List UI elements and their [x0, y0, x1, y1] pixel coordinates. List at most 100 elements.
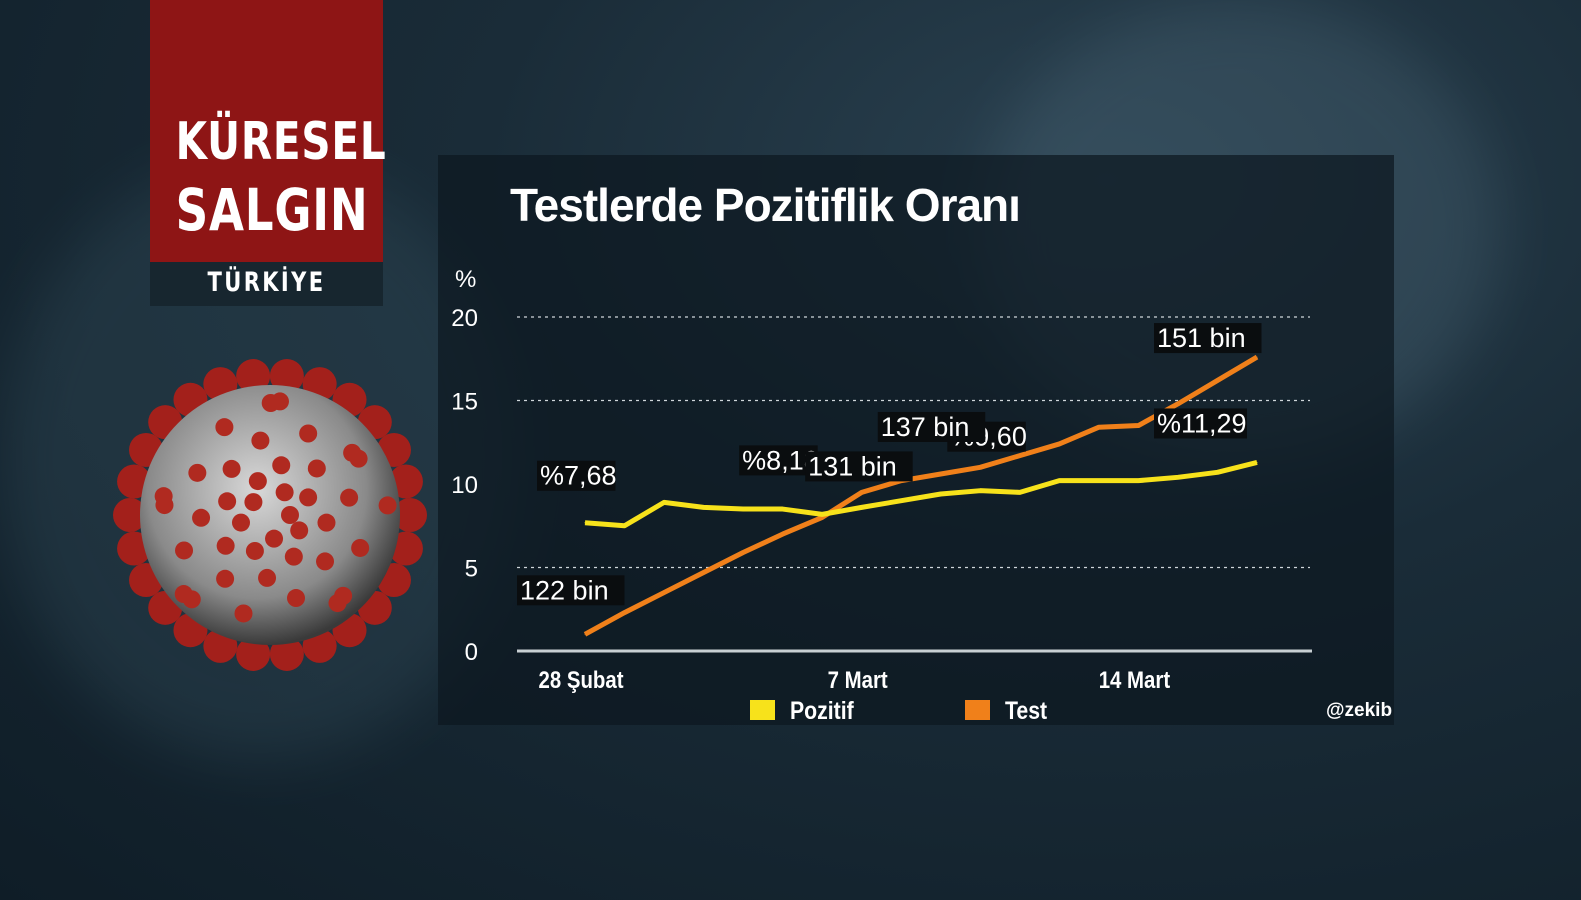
- data-point: [1098, 426, 1100, 428]
- data-point: [861, 506, 863, 508]
- virus-spike-icon: [188, 463, 207, 482]
- virus-spike-icon: [155, 496, 174, 515]
- data-label-box: [537, 460, 616, 491]
- data-label: 151 bin: [1157, 323, 1246, 353]
- credit: @zekib: [1326, 700, 1393, 721]
- data-label: 122 bin: [520, 575, 609, 605]
- coronavirus-illustration: [113, 359, 427, 671]
- data-label-box: [1154, 323, 1262, 354]
- data-point: [663, 501, 665, 503]
- series-line-test: [583, 354, 1259, 637]
- data-point: [1098, 480, 1100, 482]
- virus-spike-icon: [334, 586, 353, 605]
- virus-spike-icon: [175, 541, 194, 560]
- virus-spike-icon: [378, 496, 397, 515]
- virus-spike-icon: [299, 424, 318, 443]
- data-point: [1019, 455, 1021, 457]
- virus-spike-icon: [215, 418, 234, 437]
- data-point: [1177, 403, 1179, 405]
- virus-spike-icon: [216, 536, 235, 555]
- virus-spike-icon: [182, 590, 201, 609]
- data-point: [861, 491, 863, 493]
- data-point: [1019, 491, 1021, 493]
- data-point: [1177, 476, 1179, 478]
- y-tick-label: 20: [451, 305, 478, 332]
- data-label: %11,29: [1157, 408, 1247, 438]
- virus-spike-icon: [393, 498, 427, 532]
- virus-spike-icon: [222, 459, 241, 478]
- data-point: [1137, 425, 1139, 427]
- data-point: [782, 533, 784, 535]
- data-point: [584, 633, 586, 635]
- virus-spike-icon: [113, 498, 147, 532]
- data-point: [1058, 480, 1060, 482]
- virus-spike-icon: [258, 568, 277, 587]
- virus-spike-icon: [299, 488, 318, 507]
- data-point: [979, 490, 981, 492]
- virus-spike-icon: [281, 506, 299, 524]
- virus-spike-icon: [275, 483, 294, 502]
- virus-spike-icon: [248, 472, 267, 491]
- data-point: [703, 506, 705, 508]
- data-point: [940, 493, 942, 495]
- data-label: 131 bin: [808, 451, 897, 481]
- data-point: [624, 612, 626, 614]
- data-point: [742, 508, 744, 510]
- virus-spike-icon: [287, 589, 306, 608]
- virus-spike-icon: [244, 493, 263, 512]
- data-point: [742, 551, 744, 553]
- legend-label: Test: [1005, 696, 1047, 724]
- virus-spike-icon: [272, 456, 291, 475]
- data-point: [1216, 471, 1218, 473]
- virus-spike-icon: [231, 513, 250, 532]
- virus-spike-icon: [234, 604, 253, 623]
- badge-line-1: KÜRESEL: [175, 112, 387, 172]
- virus-spike-icon: [236, 636, 271, 671]
- data-point: [782, 508, 784, 510]
- data-point: [584, 522, 586, 524]
- y-tick-label: 0: [465, 639, 478, 666]
- legend-swatch-pozitif: [750, 700, 775, 720]
- virus-spike-icon: [265, 529, 284, 548]
- virus-spike-icon: [316, 552, 335, 571]
- data-point: [1137, 480, 1139, 482]
- y-tick-label: 10: [451, 472, 478, 499]
- data-label-box: [877, 411, 986, 442]
- virus-spike-icon: [284, 547, 303, 566]
- series-line-pozitif: [584, 460, 1258, 529]
- virus-spike-icon: [216, 569, 235, 588]
- virus-spike-icon: [192, 508, 211, 527]
- data-point: [703, 572, 705, 574]
- data-point: [624, 525, 626, 527]
- badge-country: TÜRKİYE: [207, 267, 326, 298]
- y-axis-label: %: [455, 266, 476, 293]
- data-point: [1256, 461, 1258, 463]
- data-label: 137 bin: [881, 412, 970, 442]
- virus-spike-icon: [269, 636, 304, 671]
- data-label-box: [805, 451, 913, 482]
- virus-spike-icon: [251, 431, 270, 450]
- data-label: %7,68: [540, 461, 617, 491]
- data-label-box: [517, 575, 625, 606]
- virus-spike-icon: [290, 521, 309, 540]
- legend-swatch-test: [965, 700, 990, 720]
- virus-spike-icon: [351, 538, 370, 557]
- data-point: [1216, 379, 1218, 381]
- show-badge: KÜRESEL SALGIN TÜRKİYE: [150, 0, 387, 306]
- chart-title: Testlerde Pozitiflik Oranı: [510, 179, 1021, 231]
- virus-spike-icon: [218, 492, 237, 511]
- data-label-box: [739, 445, 818, 476]
- legend-label: Pozitif: [790, 696, 854, 724]
- virus-spike-icon: [307, 459, 326, 478]
- virus-spike-icon: [245, 541, 264, 560]
- virus-spike-icon: [236, 359, 271, 394]
- x-tick-label: 28 Şubat: [538, 666, 624, 693]
- y-tick-label: 5: [465, 556, 478, 583]
- data-point: [1058, 443, 1060, 445]
- x-tick-label: 14 Mart: [1099, 666, 1171, 693]
- virus-spike-icon: [261, 394, 280, 413]
- data-point: [821, 516, 823, 518]
- virus-spike-icon: [343, 443, 362, 462]
- y-tick-label: 15: [451, 389, 478, 416]
- data-point: [821, 513, 823, 515]
